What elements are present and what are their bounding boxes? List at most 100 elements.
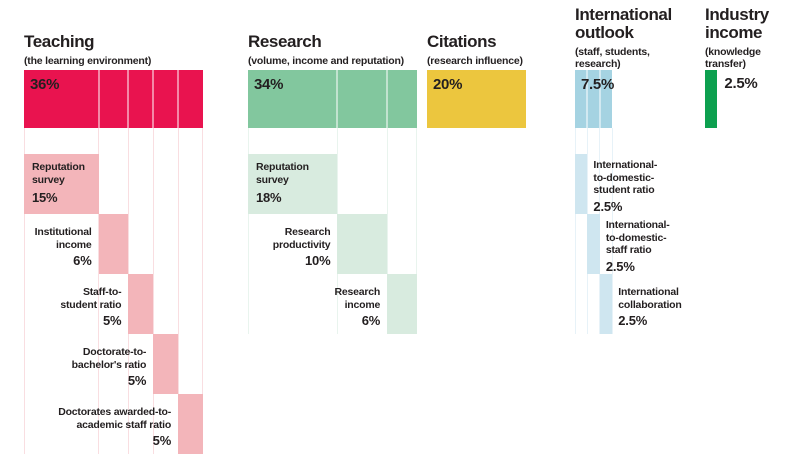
teaching-header: Teaching (the learning environment) <box>24 32 152 68</box>
column-guide <box>611 128 613 334</box>
column-guide <box>599 128 601 334</box>
component-label-text: International <box>618 286 679 298</box>
segment-divider <box>97 70 100 128</box>
component-percent: 18% <box>256 190 282 205</box>
research-header: Research (volume, income and reputation) <box>248 32 404 68</box>
component-percent: 15% <box>32 190 58 205</box>
component-percent: 2.5% <box>618 313 648 328</box>
component-label-text: staff ratio <box>605 244 652 256</box>
component-percent: 5% <box>152 433 172 448</box>
column-guide <box>98 128 100 454</box>
component-label-text: Institutional <box>34 226 92 238</box>
component-label-text: income <box>56 238 92 251</box>
component-percent: 5% <box>127 373 147 388</box>
component-label: Doctorate-to-bachelor's ratio 5% <box>0 346 147 388</box>
segment-divider <box>127 70 130 128</box>
component-label-text: productivity <box>272 238 331 251</box>
group-title: Industry <box>705 5 769 24</box>
column-guide <box>152 128 154 454</box>
research-component-block <box>337 214 388 274</box>
component-percent: 10% <box>305 253 331 268</box>
component-label-text: income <box>344 298 381 311</box>
research-component-block <box>387 274 417 334</box>
segment-divider <box>386 70 389 128</box>
column-guide <box>202 128 204 454</box>
segment-divider <box>586 70 589 128</box>
group-total-label: 7.5% <box>581 76 614 93</box>
segment-divider <box>336 70 339 128</box>
teaching-total-bar: 36% <box>24 70 203 128</box>
group-subtitle: (knowledge <box>705 46 761 58</box>
teaching-component-block <box>98 214 129 274</box>
component-percent: 6% <box>361 313 381 328</box>
component-label: International-to-domestic-staff ratio 2.5… <box>606 219 724 274</box>
component-label-text: bachelor's ratio <box>71 358 147 371</box>
column-guide <box>247 128 249 334</box>
component-percent: 6% <box>73 253 92 268</box>
column-guide <box>574 128 576 334</box>
group-subtitle: transfer) <box>705 58 746 70</box>
teaching-component-block <box>153 334 179 394</box>
component-label-text: survey <box>256 173 289 186</box>
group-title: Teaching <box>24 32 95 51</box>
column-guide <box>416 128 418 334</box>
component-label: Staff-to-student ratio 5% <box>0 286 121 328</box>
component-label: Doctorates awarded-to-academic staff rat… <box>18 406 171 448</box>
component-label: Institutional income 6% <box>0 226 92 268</box>
group-title: outlook <box>575 23 634 42</box>
component-label-text: Reputation <box>256 161 309 173</box>
component-label-text: International- <box>605 219 670 231</box>
international-outlook-component-block <box>575 154 588 214</box>
component-label: Reputation survey 15% <box>32 161 85 205</box>
teaching-component-block: Reputation survey 15% <box>24 154 99 214</box>
component-label-text: Reputation <box>32 161 85 173</box>
group-title: Research <box>248 32 322 51</box>
component-label-text: Research <box>334 286 381 298</box>
research-component-block: Reputation survey 18% <box>248 154 338 214</box>
segment-divider <box>177 70 180 128</box>
international-outlook-total-bar: 7.5% <box>575 70 614 128</box>
column-guide <box>386 128 388 334</box>
research-total-bar: 34% <box>248 70 417 128</box>
component-label-text: Research <box>284 226 331 238</box>
component-label-text: student ratio <box>593 184 655 196</box>
component-label-text: to-domestic- <box>605 231 667 244</box>
component-label: International-to-domestic-student ratio 2… <box>593 159 711 214</box>
component-label-text: academic staff ratio <box>76 418 172 431</box>
group-subtitle: (research influence) <box>427 55 523 67</box>
teaching-component-block <box>178 394 203 454</box>
component-label-text: to-domestic- <box>593 171 655 184</box>
group-total-label: 36% <box>30 76 60 93</box>
industry-income-header: Industry income (knowledge transfer) <box>705 5 769 71</box>
component-label-text: survey <box>32 173 65 186</box>
component-label-text: Staff-to- <box>82 286 122 298</box>
group-title: International <box>575 5 672 24</box>
group-total-label: 2.5% <box>724 75 758 92</box>
segment-divider <box>152 70 155 128</box>
column-guide <box>23 128 25 454</box>
group-subtitle: (the learning environment) <box>24 55 152 67</box>
segment-divider <box>598 70 601 128</box>
component-label-text: Doctorate-to- <box>82 346 147 358</box>
industry-income-total-bar <box>705 70 718 128</box>
citations-header: Citations (research influence) <box>427 33 523 68</box>
column-guide <box>177 128 179 454</box>
group-subtitle: research) <box>575 58 621 70</box>
component-percent: 2.5% <box>593 198 623 214</box>
component-label: Reputation survey 18% <box>256 161 309 205</box>
component-label-text: collaboration <box>618 298 682 311</box>
citations-total-bar: 20% <box>427 70 527 128</box>
teaching-component-block <box>128 274 154 334</box>
international-outlook-header: International outlook (staff, students, res… <box>575 5 672 71</box>
component-label: Research income 6% <box>227 286 380 328</box>
component-label-text: student ratio <box>60 298 122 311</box>
component-label-text: Doctorates awarded-to- <box>58 406 172 418</box>
group-total-label: 20% <box>433 76 463 93</box>
component-label-text: International- <box>593 159 658 171</box>
component-label: Research productivity 10% <box>177 226 331 268</box>
